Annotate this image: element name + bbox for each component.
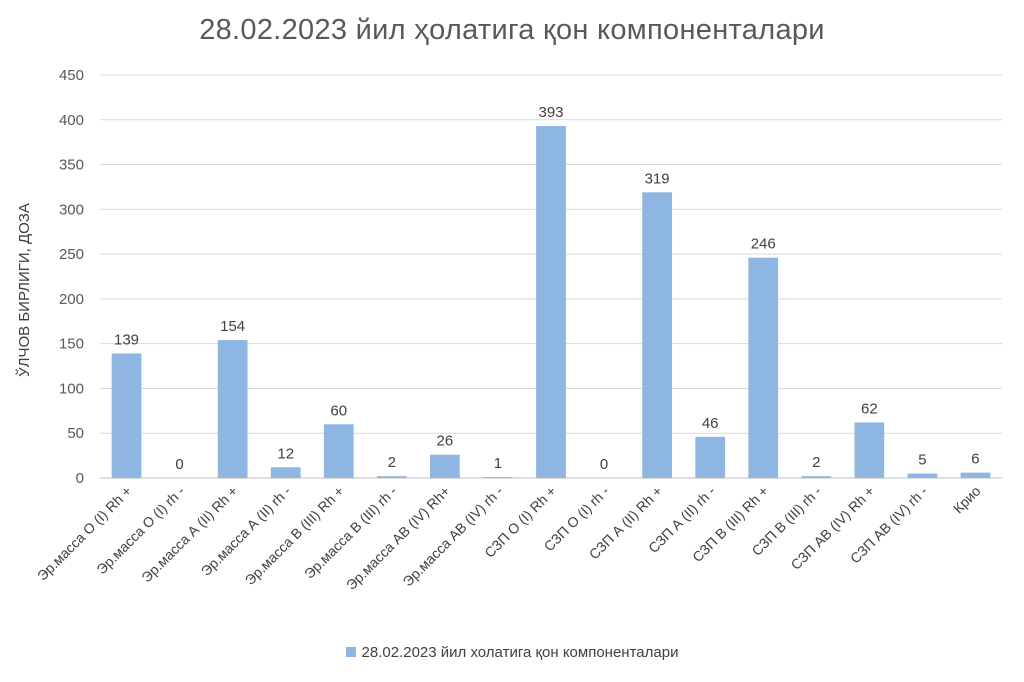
bar [483, 477, 513, 478]
data-label: 0 [600, 456, 608, 473]
bar [217, 340, 248, 478]
legend-label: 28.02.2023 йил холатига қон компонентала… [361, 644, 679, 661]
y-tick-label: 200 [59, 291, 84, 308]
bar [960, 472, 991, 478]
data-label: 46 [702, 415, 719, 432]
x-tick-label: Эр.масса В (III) rh - [301, 483, 400, 582]
data-label: 26 [437, 433, 454, 450]
x-tick-label: Эр.масса А (II) rh - [198, 483, 294, 579]
bar [111, 353, 142, 478]
bar [270, 467, 301, 478]
data-label: 393 [538, 104, 563, 121]
bar [323, 424, 354, 478]
x-tick-label: Эр.масса О (I) Rh + [34, 483, 135, 584]
bar [376, 476, 407, 478]
x-tick-label: Эр.масса В (III) Rh + [242, 483, 347, 588]
y-tick-label: 400 [59, 112, 84, 129]
data-label: 62 [861, 400, 878, 417]
bar [907, 473, 938, 478]
chart-title: 28.02.2023 йил ҳолатига қон компонентала… [199, 14, 825, 46]
data-label: 139 [114, 332, 139, 349]
bar [748, 257, 779, 478]
bar [642, 192, 672, 478]
data-label: 2 [388, 454, 396, 471]
bar [430, 454, 460, 478]
bar [801, 476, 832, 478]
data-label: 246 [751, 236, 776, 253]
y-tick-label: 250 [59, 246, 84, 263]
x-tick-label: Эр.масса О (I) rh - [93, 483, 188, 578]
data-label: 319 [645, 170, 670, 187]
data-label: 2 [812, 454, 820, 471]
legend: 28.02.2023 йил холатига қон компонентала… [0, 644, 1024, 661]
data-label: 1 [494, 455, 502, 472]
bar [536, 126, 566, 479]
data-label: 154 [220, 318, 245, 335]
y-tick-label: 0 [76, 470, 84, 487]
legend-swatch [345, 647, 356, 658]
bar [854, 422, 885, 478]
data-label: 60 [330, 402, 347, 419]
x-tick-label: Эр.масса АВ (IV) Rh+ [343, 483, 453, 593]
data-label: 0 [175, 456, 183, 473]
data-label: 6 [971, 451, 979, 468]
data-label: 12 [277, 445, 294, 462]
y-tick-label: 50 [67, 425, 84, 442]
data-label: 5 [918, 452, 926, 469]
x-tick-label: Крио [950, 483, 984, 517]
y-tick-label: 450 [59, 67, 84, 84]
y-tick-label: 300 [59, 201, 84, 218]
y-tick-label: 100 [59, 380, 84, 397]
x-tick-label: Эр.масса АВ (IV) rh - [399, 483, 506, 590]
x-tick-label: Эр.масса А (II) Rh + [138, 483, 241, 586]
bar [695, 436, 726, 478]
y-tick-label: 350 [59, 157, 84, 174]
y-tick-label: 150 [59, 336, 84, 353]
